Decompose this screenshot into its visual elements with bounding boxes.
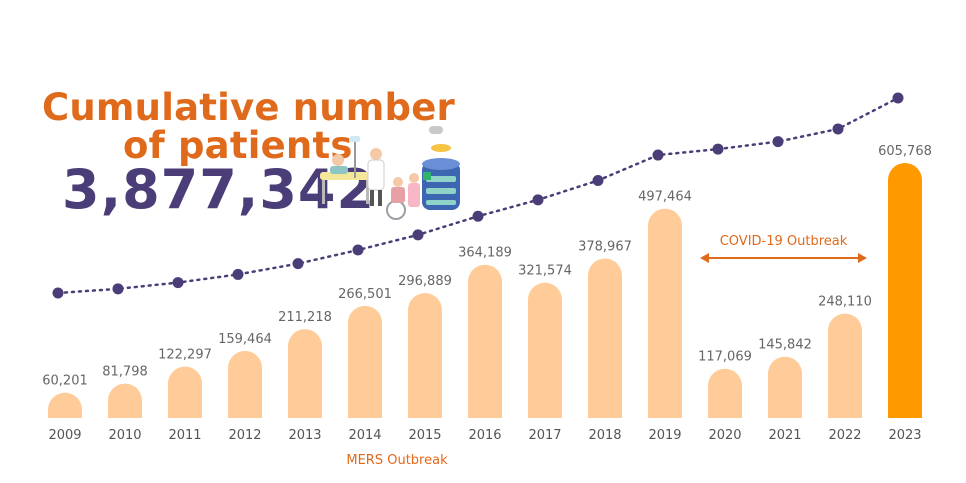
trend-point-2014 [352,244,364,256]
chart-title-line-2: of patients [123,124,353,167]
trend-point-2017 [532,194,544,206]
trend-point-2018 [592,174,604,186]
value-label-2022: 248,110 [818,295,872,310]
bar-2010 [108,383,142,418]
trend-point-2020 [712,143,724,155]
bar-2020 [708,368,742,418]
value-label-2014: 266,501 [338,287,392,302]
tick-label-2009: 2009 [48,428,81,443]
trend-point-2015 [412,229,424,241]
bar-2016 [468,264,502,418]
covid-outbreak-label: COVID-19 Outbreak [720,234,848,249]
mers-outbreak-label: MERS Outbreak [346,453,448,468]
bar-2018 [588,258,622,418]
trend-point-2019 [652,149,664,161]
bar-2013 [288,329,322,418]
value-label-2009: 60,201 [42,374,88,389]
value-label-2019: 497,464 [638,190,692,205]
tick-label-2016: 2016 [468,428,501,443]
value-label-2021: 145,842 [758,338,812,353]
tick-label-2014: 2014 [348,428,381,443]
trend-point-2021 [772,136,784,148]
covid-arrow-left-head [700,253,709,263]
value-label-2016: 364,189 [458,246,512,261]
trend-point-2009 [52,287,64,299]
cumulative-trend-line [56,96,900,295]
tick-label-2022: 2022 [828,428,861,443]
bar-2015 [408,293,442,418]
trend-point-2022 [832,123,844,135]
iv-stand-icon [354,138,356,178]
tick-label-2011: 2011 [168,428,201,443]
tick-label-2017: 2017 [528,428,561,443]
tick-label-2013: 2013 [288,428,321,443]
bar-2014 [348,305,382,418]
trend-point-2023 [892,92,904,104]
value-label-2023: 605,768 [878,144,932,159]
medicine-container-icon [422,162,460,210]
tick-label-2010: 2010 [108,428,141,443]
bar-2009 [48,392,82,418]
value-label-2011: 122,297 [158,348,212,363]
bar-2019 [648,208,682,418]
tick-label-2019: 2019 [648,428,681,443]
tick-label-2018: 2018 [588,428,621,443]
value-label-2012: 159,464 [218,332,272,347]
nurse-icon [409,173,419,183]
trend-point-2013 [292,258,304,270]
bar-2021 [768,356,802,418]
trend-point-2016 [472,210,484,222]
hospital-patients-illustration [320,126,460,220]
value-label-2020: 117,069 [698,350,752,365]
bar-2017 [528,282,562,418]
bar-2012 [228,350,262,418]
tick-label-2023: 2023 [888,428,921,443]
value-label-2017: 321,574 [518,264,572,279]
tick-label-2021: 2021 [768,428,801,443]
patient-icon [332,154,344,166]
value-label-2015: 296,889 [398,274,452,289]
doctor-icon [370,148,382,160]
covid-arrow-right-head [858,253,867,263]
trend-point-2012 [232,268,244,280]
bar-2011 [168,366,202,418]
trend-point-2010 [112,283,124,295]
chart-title-line-1: Cumulative number [42,86,455,129]
tick-label-2020: 2020 [708,428,741,443]
tick-label-2012: 2012 [228,428,261,443]
tick-label-2015: 2015 [408,428,441,443]
capsule-icon [431,144,451,152]
bar-2022 [828,313,862,418]
value-label-2018: 378,967 [578,239,632,254]
bar-2023 [888,163,922,418]
trend-point-2011 [172,277,184,289]
value-label-2010: 81,798 [102,365,148,380]
value-label-2013: 211,218 [278,310,332,325]
